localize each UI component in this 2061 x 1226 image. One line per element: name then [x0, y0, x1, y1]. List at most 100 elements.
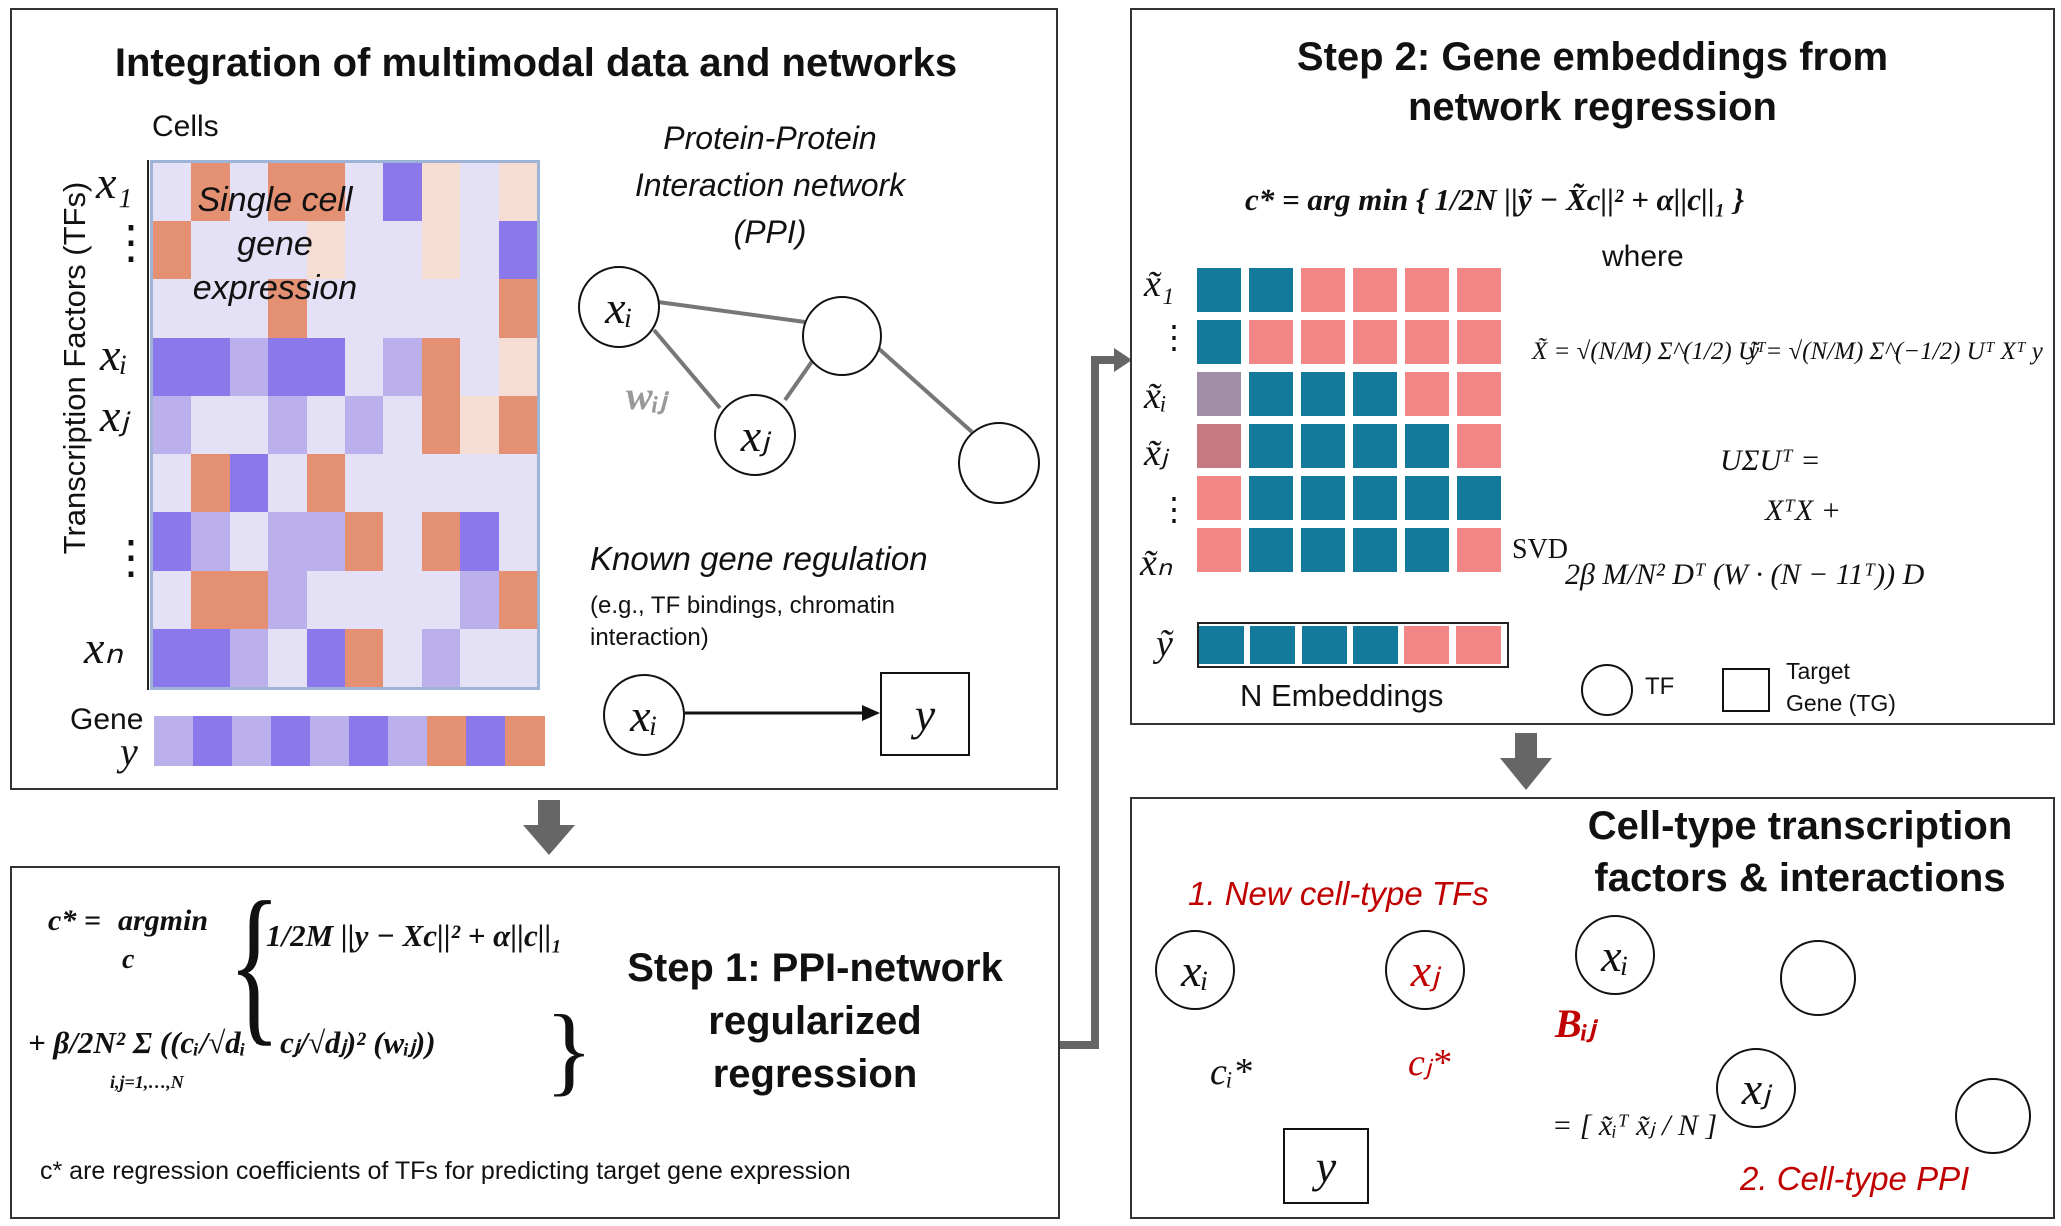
heatmap-cell	[345, 163, 384, 222]
embedding-cell	[1249, 476, 1293, 520]
heatmap-cell	[229, 512, 269, 572]
heatmap-axis-line	[147, 160, 149, 690]
embedding-cell	[1301, 268, 1345, 312]
embedding-y-cell	[1455, 626, 1501, 664]
heatmap-cell	[460, 454, 500, 513]
overlay-line-2: gene	[237, 225, 313, 263]
embedding-cell	[1353, 268, 1397, 312]
net-node-right	[1955, 1078, 2031, 1154]
heatmap-cell	[306, 279, 346, 339]
heatmap-cell	[229, 337, 269, 397]
ppi-title-line-2: Interaction network	[634, 167, 906, 203]
emb-row-x1: x̃₁	[1144, 263, 1175, 305]
embedding-cell	[1249, 424, 1293, 468]
heatmap-cell	[498, 163, 538, 222]
gene-row-cell	[310, 716, 350, 766]
heatmap-cell	[153, 512, 192, 572]
heatmap-cell	[345, 221, 384, 280]
step1-note: c* are regression coefficients of TFs fo…	[40, 1157, 851, 1185]
heatmap-cell	[229, 628, 269, 688]
heatmap-overlay-text: Single cell gene expression	[160, 178, 390, 310]
step1-argmin-sub: c	[122, 944, 135, 975]
legend-tf-label: TF	[1645, 673, 1675, 700]
heatmap-cell	[229, 221, 269, 280]
ppi-node-top	[802, 296, 882, 376]
heatmap-cell	[268, 512, 308, 572]
step2-where: where	[1602, 240, 1684, 273]
legend-tg-label: Target Gene (TG)	[1786, 655, 1896, 719]
heatmap-cell	[306, 512, 346, 572]
embedding-cell	[1301, 476, 1345, 520]
heatmap-cell	[498, 279, 538, 339]
known-reg-sub-2: interaction)	[590, 624, 709, 651]
step1-brace: {	[228, 865, 281, 1061]
embedding-cell	[1353, 424, 1397, 468]
embedding-cell	[1249, 320, 1293, 364]
step1-argmin: argmin	[118, 904, 209, 937]
heatmap-cell	[383, 163, 423, 222]
step1-title-1: Step 1: PPI-network	[627, 946, 1003, 990]
step1-title: Step 1: PPI-network regularized regressi…	[600, 942, 1030, 1101]
heatmap-cell	[268, 337, 308, 397]
step1-sum-index: i,j=1,…,N	[110, 1072, 184, 1092]
heatmap-cell	[153, 279, 192, 339]
heatmap-cell	[191, 512, 231, 572]
embedding-cell	[1197, 424, 1241, 468]
embedding-cell	[1405, 372, 1449, 416]
elbow-arrowhead	[1114, 348, 1132, 372]
embedding-y-cell	[1199, 626, 1244, 664]
heatmap-cell	[345, 628, 384, 688]
heatmap-cell	[498, 570, 538, 630]
gene-expression-row	[154, 716, 545, 766]
embedding-cell	[1353, 528, 1397, 572]
heatmap-cell	[383, 279, 423, 339]
embedding-cell	[1457, 320, 1501, 364]
heatmap-cell	[498, 395, 538, 455]
panel-step1	[10, 866, 1060, 1219]
embedding-cell	[1197, 476, 1241, 520]
embedding-cell	[1405, 476, 1449, 520]
legend-tg-1: Target	[1786, 658, 1850, 684]
svd-label: SVD	[1512, 534, 1569, 565]
overlay-line-1: Single cell	[197, 181, 353, 219]
heatmap-cell	[498, 337, 538, 397]
known-reg-sub-1: (e.g., TF bindings, chromatin	[590, 592, 896, 619]
step2-title-1: Step 2: Gene embeddings from	[1296, 35, 1889, 79]
step2-objective: c* = arg min { 1/2N ||ỹ − X̃c||² + α||c|…	[1245, 182, 1745, 217]
embedding-cell	[1457, 372, 1501, 416]
gene-row-cell	[505, 716, 545, 766]
heatmap-cell	[383, 337, 423, 397]
ppi-node-right	[958, 422, 1040, 504]
row-label-xj: xⱼ	[100, 390, 129, 441]
heatmap-cell	[191, 454, 231, 513]
celltype-target: y	[1283, 1128, 1369, 1204]
embedding-cell	[1353, 320, 1397, 364]
embedding-cell	[1301, 528, 1345, 572]
heatmap-cell	[268, 279, 308, 339]
embedding-matrix	[1197, 268, 1509, 578]
heatmap-cell	[229, 395, 269, 455]
heatmap-cell	[383, 221, 423, 280]
panel-integration-title: Integration of multimodal data and netwo…	[114, 41, 958, 85]
svd-lhs: UΣUᵀ =	[1720, 444, 1821, 477]
embedding-cell	[1301, 372, 1345, 416]
heatmap-cell	[498, 454, 538, 513]
gene-row-cell	[154, 716, 194, 766]
heatmap-cell	[306, 570, 346, 630]
heatmap-cell	[345, 512, 384, 572]
heatmap-cell	[345, 395, 384, 455]
embedding-cell	[1197, 528, 1241, 572]
embedding-cell	[1249, 372, 1293, 416]
heatmap-cell	[306, 628, 346, 688]
heatmap-cell	[268, 454, 308, 513]
gene-row-cell	[427, 716, 467, 766]
row-label-xi: xᵢ	[100, 329, 128, 380]
legend-tg-2: Gene (TG)	[1786, 690, 1896, 716]
gene-row-cell	[466, 716, 506, 766]
emb-row-dots-2: ⋮	[1158, 491, 1190, 527]
embedding-cell	[1457, 476, 1501, 520]
heatmap-cell	[153, 337, 192, 397]
ci-label: cᵢ*	[1210, 1051, 1252, 1093]
heatmap-cell	[421, 512, 461, 572]
net-node-xi: xᵢ	[1575, 915, 1655, 995]
